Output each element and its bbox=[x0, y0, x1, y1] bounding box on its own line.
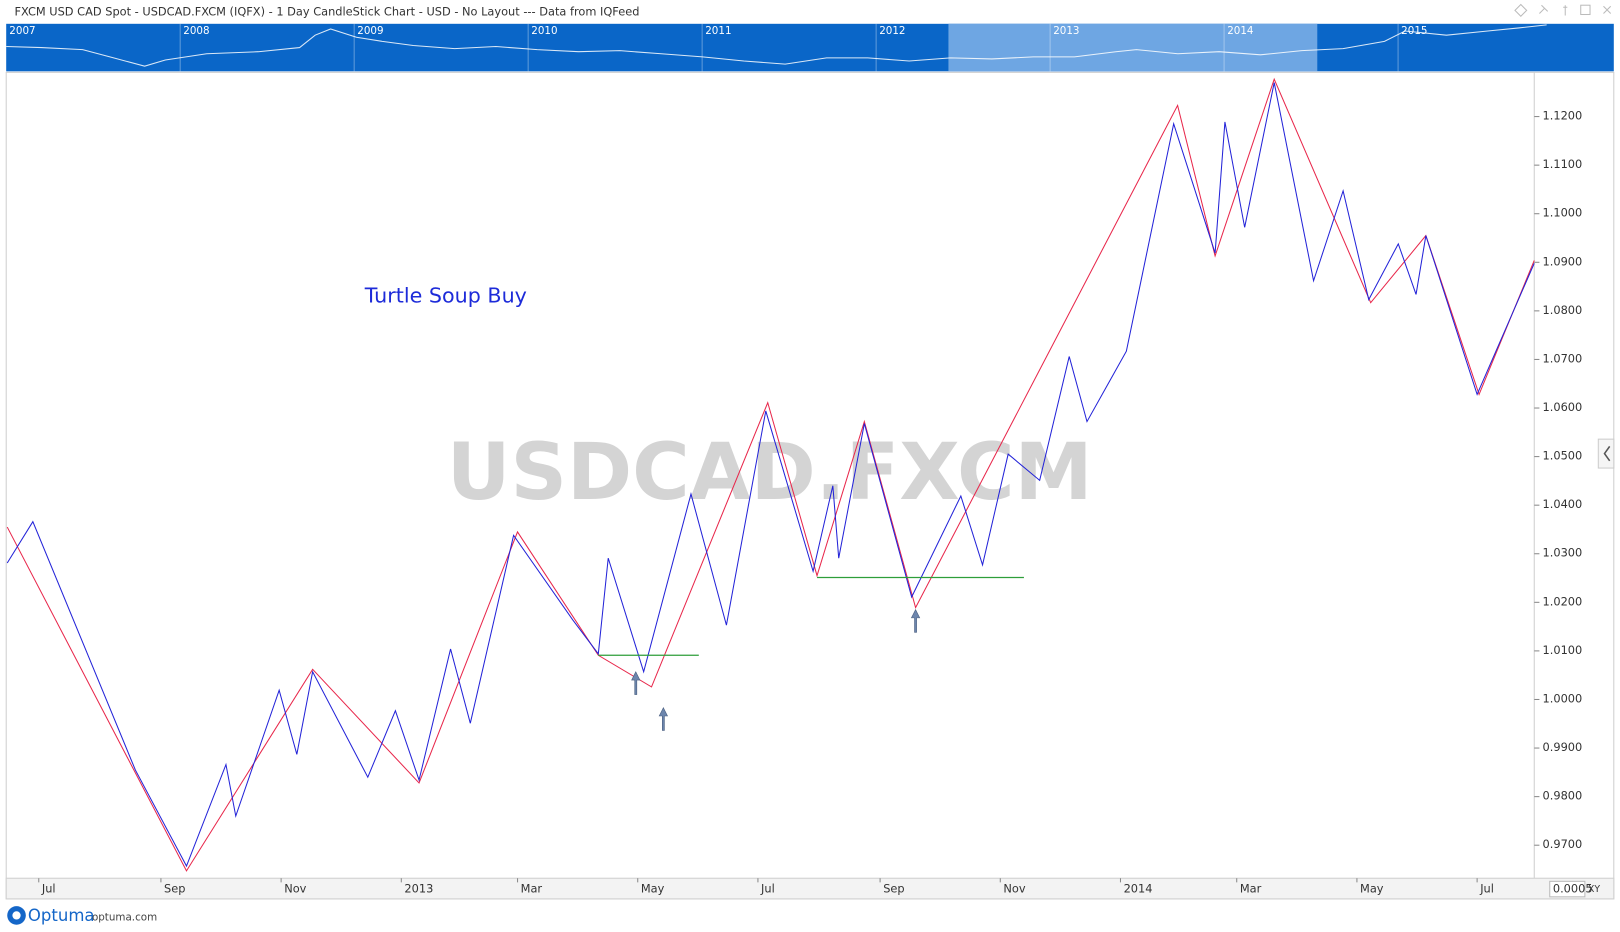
plot: 0.9700 0.9800 0.9900 1.0000 1.0100 1.0200 1.03… bbox=[6, 77, 1583, 896]
navigator-window[interactable] bbox=[948, 23, 1318, 72]
brand: Optuma bbox=[28, 906, 95, 925]
x-tick-label: Nov bbox=[1003, 882, 1025, 896]
x-tick-label: 2013 bbox=[404, 882, 433, 896]
toolbar-icons bbox=[1514, 3, 1612, 17]
y-tick-label: 1.0200 bbox=[1543, 594, 1583, 608]
scale-step: 0.0005 bbox=[1553, 882, 1593, 896]
annotation: Turtle Soup Buy bbox=[364, 284, 527, 308]
navigator-year: 2012 bbox=[879, 25, 905, 37]
navigator-year: 2015 bbox=[1401, 25, 1427, 37]
y-tick-label: 1.0000 bbox=[1543, 691, 1583, 705]
x-tick-label: May bbox=[641, 882, 665, 896]
x-tick-label: Jul bbox=[1479, 882, 1494, 896]
buy-arrow bbox=[658, 707, 668, 731]
logo bbox=[7, 906, 26, 925]
navigator-year: 2013 bbox=[1053, 25, 1079, 37]
y-tick-label: 0.9900 bbox=[1543, 740, 1583, 754]
navigator[interactable]: 2007 2008 2009 2010 2011 2012 2013 2014 2015 bbox=[6, 23, 1614, 72]
x-tick-label: Sep bbox=[164, 882, 185, 896]
y-tick-label: 1.0900 bbox=[1543, 254, 1583, 268]
x-tick-label: Jul bbox=[41, 882, 56, 896]
x-axis-strip bbox=[5, 877, 1615, 900]
navigator-year: 2008 bbox=[183, 25, 209, 37]
y-tick-label: 1.0700 bbox=[1543, 351, 1583, 365]
header-title: FXCM USD CAD Spot - USDCAD.FXCM (IQFX) -… bbox=[14, 4, 639, 18]
brand-site: optuma.com bbox=[92, 911, 157, 923]
navigator-year: 2014 bbox=[1227, 25, 1253, 37]
x-tick-label: Mar bbox=[521, 882, 543, 896]
y-tick-label: 1.1100 bbox=[1543, 157, 1583, 171]
y-tick-label: 1.0100 bbox=[1543, 643, 1583, 657]
buy-arrow bbox=[910, 608, 921, 633]
navigator-year: 2007 bbox=[9, 25, 35, 37]
buy-arrow bbox=[631, 671, 641, 695]
zigzag-line bbox=[6, 82, 1535, 868]
navigator-line bbox=[6, 24, 1547, 67]
y-tick-label: 1.0400 bbox=[1543, 497, 1583, 511]
x-tick-label: Sep bbox=[883, 882, 904, 896]
y-tick-label: 1.0800 bbox=[1543, 303, 1583, 317]
navigator-year: 2010 bbox=[531, 25, 557, 37]
y-tick-label: 1.0300 bbox=[1543, 546, 1583, 560]
watermark: USDCAD.FXCM bbox=[447, 426, 1093, 518]
x-tick-label: 2014 bbox=[1124, 882, 1153, 896]
navigator-year: 2011 bbox=[705, 25, 731, 37]
navigator-year: 2009 bbox=[357, 25, 383, 37]
x-tick-label: May bbox=[1360, 882, 1384, 896]
navigator-bg bbox=[6, 23, 1614, 72]
zigzag-line bbox=[6, 77, 1535, 872]
y-tick-label: 1.0500 bbox=[1543, 449, 1583, 463]
y-tick-label: 1.1200 bbox=[1543, 109, 1583, 123]
scale-mode[interactable]: XY bbox=[1588, 884, 1600, 895]
side-handle[interactable] bbox=[1597, 438, 1615, 469]
x-tick-label: Jul bbox=[760, 882, 775, 896]
x-tick-label: Nov bbox=[284, 882, 306, 896]
x-tick-label: Mar bbox=[1240, 882, 1262, 896]
y-tick-label: 1.1000 bbox=[1543, 206, 1583, 220]
y-tick-label: 0.9700 bbox=[1543, 837, 1583, 851]
y-tick-label: 0.9800 bbox=[1543, 789, 1583, 803]
y-tick-label: 1.0600 bbox=[1543, 400, 1583, 414]
scale-input[interactable] bbox=[1549, 880, 1586, 898]
